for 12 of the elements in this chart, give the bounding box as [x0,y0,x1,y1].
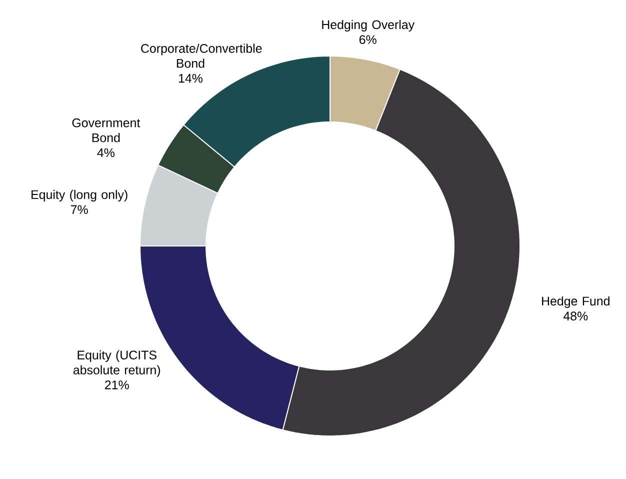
slice-label: Hedge Fund [542,296,610,308]
data-label: 21% [105,380,129,390]
data-label: 6% [359,35,376,44]
slice-label: Hedging Overlay [322,20,415,32]
data-label: 14% [178,74,202,83]
slice-label: Government Bond [72,118,140,142]
data-label: 4% [97,148,114,158]
data-label: 48% [563,312,588,320]
slice-label: Equity (UCITS absolute return) [73,350,160,377]
slice-label: Corporate/Convertible Bond [141,44,262,68]
data-label: 7% [70,205,88,214]
slice-label: Equity (long only) [32,190,128,202]
